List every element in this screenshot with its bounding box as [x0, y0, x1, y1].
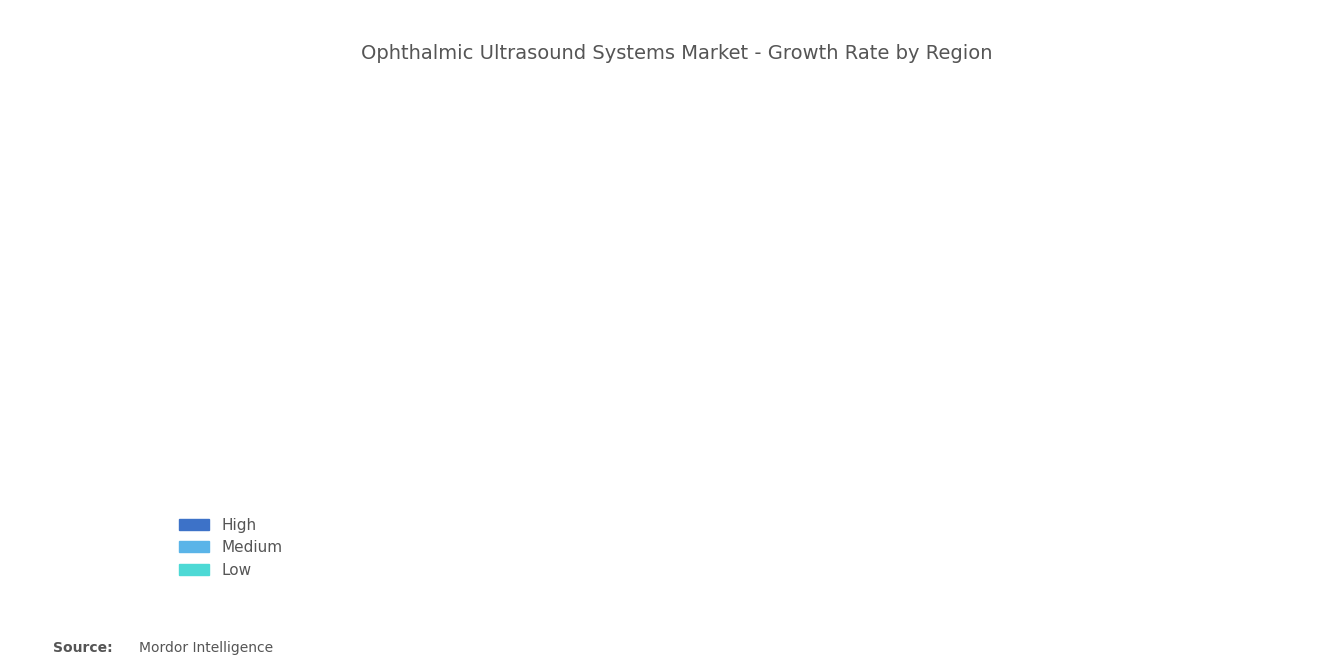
Legend: High, Medium, Low: High, Medium, Low [173, 511, 289, 584]
Text: Mordor Intelligence: Mordor Intelligence [139, 640, 273, 655]
Text: Source:: Source: [53, 640, 112, 655]
Title: Ophthalmic Ultrasound Systems Market - Growth Rate by Region: Ophthalmic Ultrasound Systems Market - G… [360, 45, 993, 63]
